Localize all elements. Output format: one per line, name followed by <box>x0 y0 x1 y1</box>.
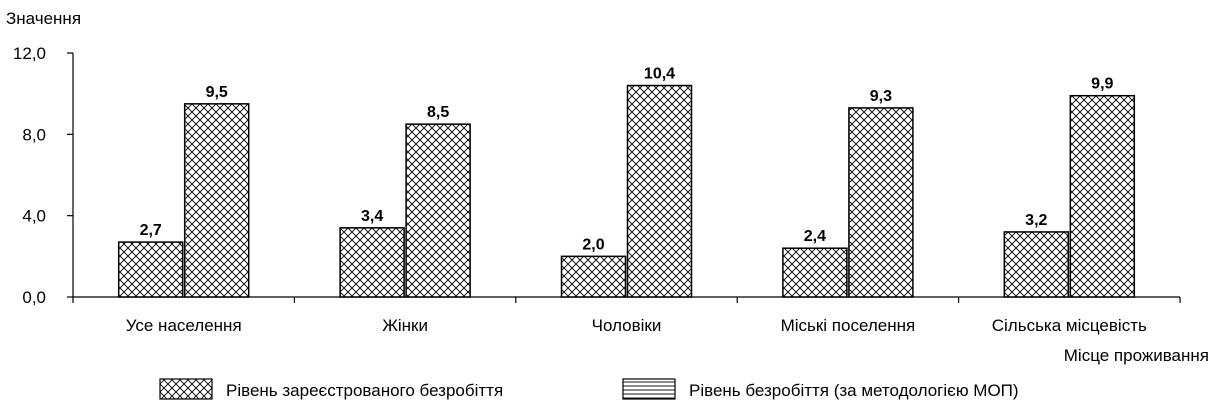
category-label: Сільська місцевість <box>992 316 1147 335</box>
legend-label-ilo: Рівень безробіття (за методологією МОП) <box>689 381 1019 400</box>
y-tick-label: 8,0 <box>22 125 46 144</box>
bar <box>117 241 184 298</box>
category-labels: Усе населення Жінки Чоловіки Міські поселен… <box>126 316 1147 335</box>
data-label: 2,4 <box>804 228 826 245</box>
y-tick-label: 12,0 <box>13 44 46 63</box>
bar <box>339 227 405 298</box>
bar <box>782 247 848 298</box>
category-label: Міські поселення <box>781 316 916 335</box>
y-tick-label: 0,0 <box>22 288 46 307</box>
legend: Рівень зареєстрованого безробіття Рівень… <box>159 378 1019 400</box>
y-tick-label: 4,0 <box>22 207 46 226</box>
data-label: 9,9 <box>1091 76 1113 93</box>
data-label: 8,5 <box>427 104 449 121</box>
bar <box>560 255 627 298</box>
bar <box>405 123 471 298</box>
data-label: 9,3 <box>870 88 892 105</box>
y-ticks: 0,0 4,0 8,0 12,0 <box>13 44 73 307</box>
data-label: 10,4 <box>644 66 675 83</box>
legend-label-registered: Рівень зареєстрованого безробіття <box>226 381 503 400</box>
bar <box>848 107 914 298</box>
y-axis-title: Значення <box>6 9 81 28</box>
data-label: 3,2 <box>1025 212 1047 229</box>
data-label: 2,0 <box>582 236 604 253</box>
x-axis-title: Місце проживання <box>1064 346 1209 365</box>
data-label: 2,7 <box>140 222 162 239</box>
data-label: 3,4 <box>361 208 383 225</box>
legend-swatch-ilo <box>622 378 676 400</box>
bar <box>1003 231 1070 298</box>
bars <box>117 84 1136 298</box>
x-ticks <box>72 297 1181 303</box>
category-label: Усе населення <box>126 316 242 335</box>
category-label: Чоловіки <box>592 316 662 335</box>
legend-swatch-registered <box>159 378 213 400</box>
bar <box>183 103 250 298</box>
bar <box>1069 94 1136 298</box>
data-label: 9,5 <box>206 84 228 101</box>
category-label: Жінки <box>382 316 428 335</box>
data-labels: 2,7 9,5 3,4 8,5 2,0 10,4 2,4 9,3 3,2 9,9 <box>140 66 1114 254</box>
bar <box>626 84 693 298</box>
